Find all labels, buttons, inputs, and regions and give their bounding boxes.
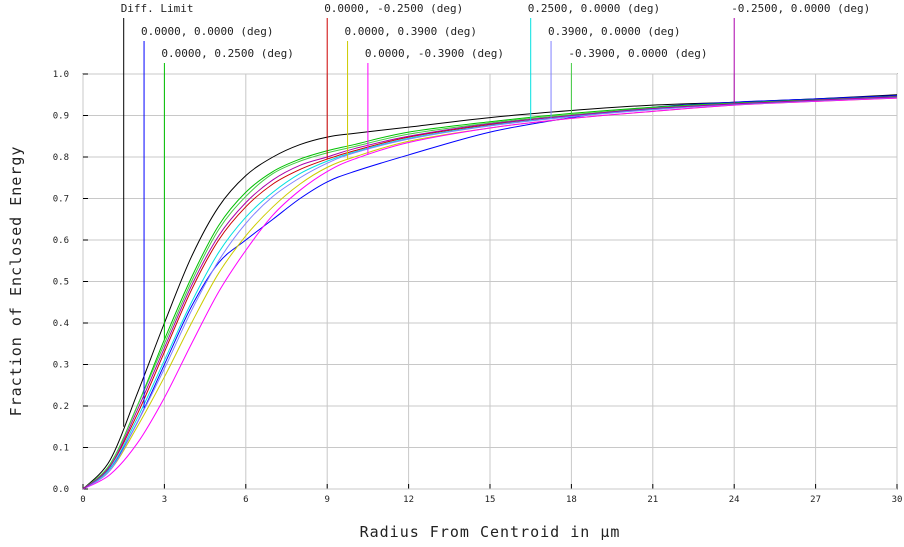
y-tick-labels: 0.0 0.1 0.2 0.3 0.4 0.5 0.6 0.7 0.8 0.9 1.0 bbox=[53, 70, 69, 495]
y-axis-title: Fraction of Enclosed Energy bbox=[7, 146, 25, 417]
series-label: 0.2500, 0.0000 (deg) bbox=[528, 2, 660, 15]
series-label: 0.0000, 0.0000 (deg) bbox=[141, 25, 273, 38]
x-tick-label: 24 bbox=[729, 495, 740, 505]
series-label: 0.0000, -0.2500 (deg) bbox=[324, 2, 463, 15]
x-tick-label: 21 bbox=[647, 495, 658, 505]
x-tick-label: 3 bbox=[162, 495, 167, 505]
x-tick-label: 18 bbox=[566, 495, 577, 505]
y-tick-label: 0.6 bbox=[53, 236, 69, 246]
series-label: 0.0000, 0.3900 (deg) bbox=[345, 25, 477, 38]
y-tick-label: 0.9 bbox=[53, 112, 69, 122]
x-axis-title: Radius From Centroid in µm bbox=[360, 523, 621, 541]
series-markers bbox=[123, 18, 735, 427]
series-label: -0.2500, 0.0000 (deg) bbox=[731, 2, 870, 15]
grid bbox=[82, 73, 898, 490]
series-label: 0.0000, -0.3900 (deg) bbox=[365, 47, 504, 60]
y-tick-label: 0.7 bbox=[53, 195, 69, 205]
y-tick-label: 0.0 bbox=[53, 485, 69, 495]
series-curves bbox=[82, 94, 898, 490]
y-tick-label: 0.1 bbox=[53, 444, 69, 454]
x-tick-label: 27 bbox=[810, 495, 821, 505]
x-tick-label: 12 bbox=[403, 495, 414, 505]
y-tick-label: 0.4 bbox=[53, 319, 69, 329]
series-label: Diff. Limit bbox=[121, 2, 194, 15]
y-tick-label: 0.5 bbox=[53, 278, 69, 288]
series-line bbox=[82, 97, 898, 490]
y-tick-label: 0.3 bbox=[53, 361, 69, 371]
series-labels: Diff. Limit 0.0000, 0.0000 (deg) 0.0000, 0… bbox=[121, 2, 871, 60]
series-label: -0.3900, 0.0000 (deg) bbox=[568, 47, 707, 60]
y-tick-label: 1.0 bbox=[53, 70, 69, 80]
x-tick-labels: 0 3 6 9 12 15 18 21 24 27 30 bbox=[80, 495, 902, 505]
series-label: 0.3900, 0.0000 (deg) bbox=[548, 25, 680, 38]
series-line bbox=[82, 95, 898, 490]
x-tick-label: 30 bbox=[892, 495, 903, 505]
series-label: 0.0000, 0.2500 (deg) bbox=[161, 47, 293, 60]
y-tick-label: 0.2 bbox=[53, 402, 69, 412]
y-tick-label: 0.8 bbox=[53, 153, 69, 163]
x-tick-label: 6 bbox=[243, 495, 248, 505]
x-tick-label: 15 bbox=[485, 495, 496, 505]
x-tick-label: 9 bbox=[324, 495, 329, 505]
series-line bbox=[82, 96, 898, 490]
x-tick-label: 0 bbox=[80, 495, 85, 505]
